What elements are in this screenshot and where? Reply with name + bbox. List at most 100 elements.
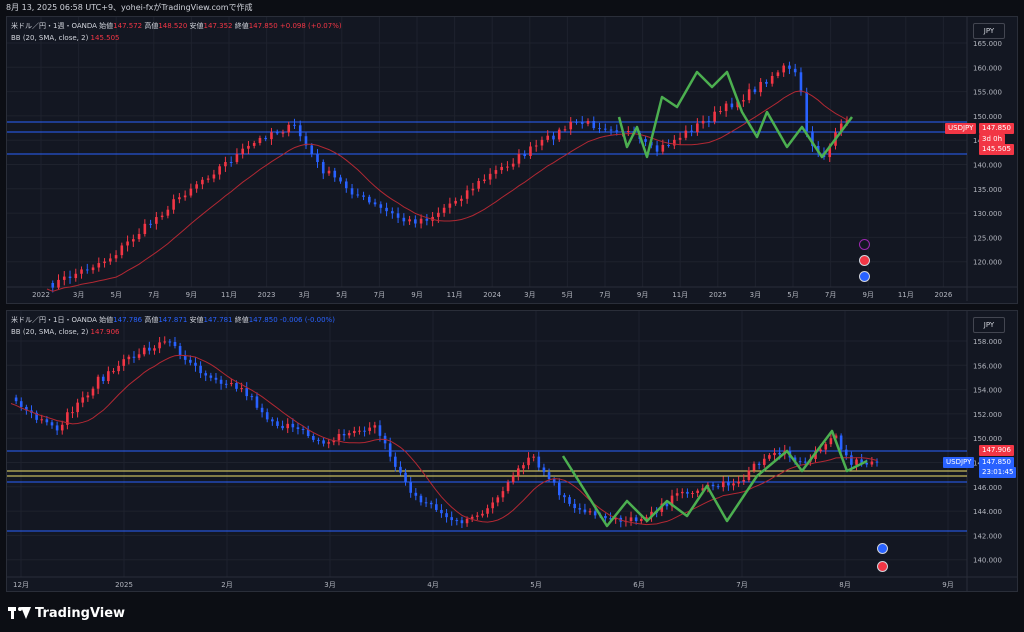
- daily-candle: [163, 341, 167, 343]
- daily-candle: [721, 481, 725, 488]
- daily-candle: [399, 466, 402, 473]
- x-tick-label: 8月: [839, 581, 850, 589]
- weekly-candle: [149, 223, 152, 225]
- jp-event-icon[interactable]: [859, 255, 870, 266]
- y-tick-label: 120.000: [973, 259, 1002, 267]
- x-tick-label: 2月: [221, 581, 232, 589]
- x-tick-label: 5月: [787, 291, 798, 299]
- daily-candle: [834, 435, 838, 439]
- currency-button[interactable]: JPY: [973, 23, 1005, 39]
- daily-candle: [358, 430, 361, 432]
- weekly-candle: [201, 179, 204, 185]
- currency-button[interactable]: JPY: [973, 317, 1005, 333]
- weekly-candle: [724, 103, 728, 112]
- y-tick-label: 135.000: [973, 186, 1002, 194]
- daily-symbol[interactable]: 米ドル／円・1日・OANDA: [11, 316, 97, 324]
- x-tick-label: 2025: [709, 291, 727, 299]
- weekly-candle: [408, 219, 411, 222]
- daily-candle: [476, 515, 479, 517]
- daily-candle: [296, 427, 300, 430]
- daily-candle: [337, 433, 341, 441]
- y-tick-label: 156.000: [973, 362, 1002, 370]
- weekly-candle: [321, 162, 325, 174]
- daily-candle: [301, 429, 305, 431]
- daily-candle: [542, 467, 546, 473]
- daily-candle: [435, 504, 438, 510]
- weekly-candle: [419, 218, 423, 224]
- y-tick-label: 165.000: [973, 40, 1002, 48]
- daily-candle: [798, 461, 802, 463]
- weekly-candle: [74, 273, 78, 279]
- daily-candle: [183, 355, 187, 360]
- daily-candle: [839, 435, 843, 450]
- weekly-chart-panel[interactable]: 165.000160.000155.000150.000145.000140.0…: [6, 16, 1018, 304]
- daily-candle: [281, 425, 284, 429]
- daily-candle: [332, 440, 336, 443]
- jp-event-icon[interactable]: [877, 561, 888, 572]
- daily-candle: [860, 459, 863, 463]
- x-tick-label: 5月: [562, 291, 573, 299]
- weekly-candle: [235, 154, 239, 163]
- x-tick-label: 6月: [633, 581, 644, 589]
- weekly-symbol[interactable]: 米ドル／円・1週・OANDA: [11, 22, 97, 30]
- symbol-tag: USDJPY: [945, 123, 977, 134]
- daily-candle: [742, 479, 746, 482]
- weekly-bb-line: [46, 90, 848, 292]
- weekly-candle: [344, 181, 348, 189]
- weekly-candle: [465, 190, 469, 199]
- daily-candle: [670, 495, 674, 507]
- x-tick-label: 4月: [427, 581, 438, 589]
- us-event-icon[interactable]: [877, 543, 888, 554]
- weekly-candle: [195, 184, 198, 189]
- daily-candle: [875, 461, 879, 463]
- weekly-candle: [114, 255, 118, 259]
- tradingview-logo-icon: [8, 607, 31, 619]
- y-tick-label: 146.000: [973, 484, 1002, 492]
- high-value: 147.871: [158, 316, 188, 324]
- daily-candle: [45, 419, 49, 423]
- weekly-candle: [132, 239, 135, 242]
- daily-candle: [650, 511, 653, 518]
- daily-candle: [747, 470, 751, 480]
- weekly-candle: [143, 223, 147, 235]
- countdown-tag: 3d 0h: [979, 134, 1006, 145]
- daily-chart-panel[interactable]: 158.000156.000154.000152.000150.000148.0…: [6, 310, 1018, 592]
- low-value: 147.352: [203, 22, 233, 30]
- weekly-candle: [224, 162, 227, 167]
- open-value: 147.572: [113, 22, 143, 30]
- indicator-name[interactable]: BB (20, SMA, close, 2): [11, 328, 89, 336]
- daily-candle: [71, 412, 74, 414]
- weekly-candle: [281, 132, 285, 134]
- indicator-name[interactable]: BB (20, SMA, close, 2): [11, 34, 89, 42]
- daily-candle: [865, 462, 869, 465]
- daily-chart-canvas[interactable]: 158.000156.000154.000152.000150.000148.0…: [7, 311, 1017, 591]
- weekly-candle: [747, 89, 751, 101]
- weekly-chart-canvas[interactable]: 165.000160.000155.000150.000145.000140.0…: [7, 17, 1017, 303]
- daily-candle: [19, 401, 23, 407]
- weekly-candle: [655, 145, 659, 152]
- x-tick-label: 5月: [530, 581, 541, 589]
- high-label: 高値: [144, 22, 159, 30]
- daily-candle: [255, 396, 259, 408]
- daily-candle: [870, 461, 874, 465]
- weekly-candle: [379, 204, 383, 208]
- lightning-event-icon[interactable]: [859, 239, 870, 250]
- daily-candle: [855, 459, 858, 465]
- us-event-icon[interactable]: [859, 271, 870, 282]
- daily-candle: [793, 457, 797, 462]
- daily-candle: [204, 373, 208, 376]
- last-price-tag: 147.850: [979, 123, 1014, 134]
- x-tick-label: 2024: [483, 291, 501, 299]
- daily-candle: [563, 495, 566, 498]
- weekly-candle: [661, 144, 665, 152]
- weekly-candle: [391, 211, 394, 214]
- daily-candle: [306, 429, 310, 437]
- daily-candle: [373, 425, 377, 428]
- weekly-candle: [68, 276, 72, 279]
- weekly-candle: [765, 81, 768, 84]
- open-value: 147.786: [113, 316, 143, 324]
- close-label: 終値: [234, 316, 249, 324]
- daily-candle: [327, 442, 331, 444]
- weekly-candle: [172, 199, 175, 210]
- weekly-candle: [713, 111, 716, 122]
